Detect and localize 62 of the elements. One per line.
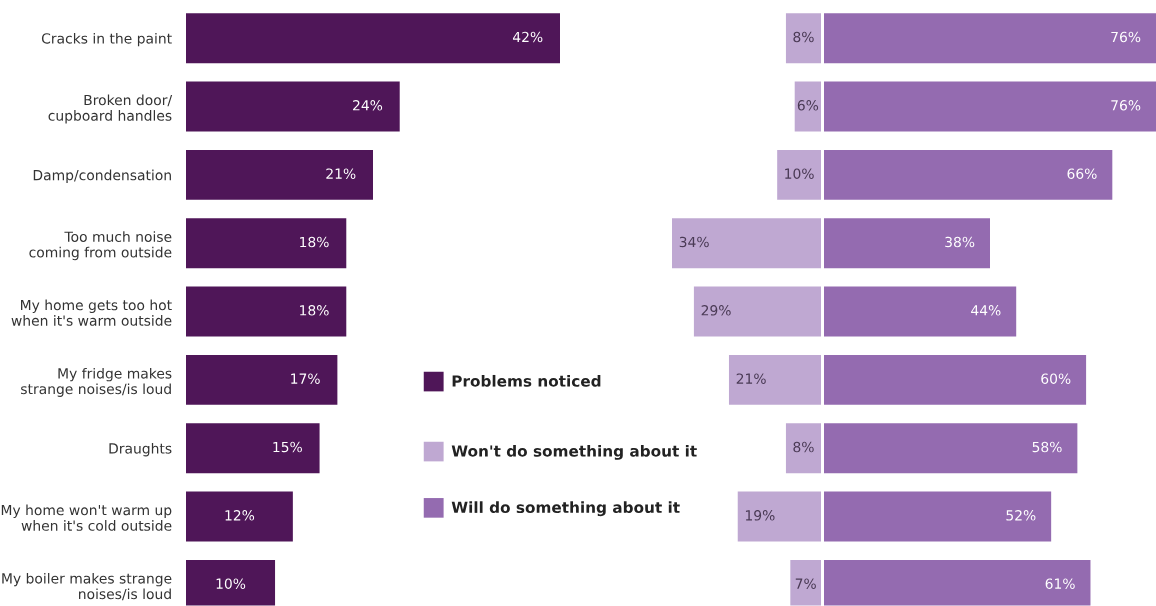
data-label: 18% (300, 305, 329, 316)
y-tick-label: My boiler makes strange noises/is loud (2, 572, 172, 601)
bar (737, 491, 821, 542)
data-label: 10% (216, 578, 246, 589)
data-label: 29% (701, 305, 731, 316)
bar (186, 423, 320, 474)
bar (824, 286, 1017, 337)
data-label: 76% (1111, 31, 1141, 43)
legend-label: Will do something about it (451, 501, 680, 517)
data-label: 76% (1111, 100, 1141, 111)
y-tick-label: Broken door/ cupboard handles (48, 94, 173, 124)
bar (186, 149, 373, 200)
data-label: 24% (353, 100, 383, 111)
data-label: 15% (273, 441, 302, 453)
y-tick-label: Too much noise coming from outside (29, 231, 172, 261)
data-label: 21% (326, 168, 356, 179)
data-label: 6% (797, 100, 819, 111)
bar (186, 286, 347, 337)
data-label: 44% (971, 305, 1001, 316)
data-label: 58% (1032, 441, 1062, 453)
data-label: 61% (1045, 578, 1075, 589)
y-tick-label: Damp/condensation (33, 169, 171, 184)
data-label: 10% (785, 168, 814, 179)
bar (728, 354, 821, 405)
data-label: 60% (1041, 373, 1071, 384)
data-label: 38% (945, 236, 975, 248)
data-label: 18% (300, 236, 329, 248)
bar (693, 286, 821, 337)
y-tick-label: My home won't warm up when it's cold outside (1, 504, 172, 531)
y-tick-label: My home gets too hot when it's warm outside (11, 299, 172, 326)
data-label: 42% (512, 31, 543, 43)
bar (824, 81, 1156, 132)
bar (824, 423, 1078, 474)
bar (824, 354, 1087, 405)
bar (785, 423, 821, 474)
y-tick-label: Cracks in the paint (41, 32, 172, 47)
data-label: 12% (225, 510, 255, 521)
data-label: 52% (1006, 510, 1036, 521)
data-label: 66% (1067, 168, 1097, 179)
bar (824, 13, 1156, 64)
y-tick-label: Draughts (109, 442, 172, 457)
bar (186, 218, 347, 269)
data-label: 8% (793, 31, 814, 43)
y-tick-label: My fridge makes strange noises/is loud (21, 367, 172, 397)
data-label: 19% (745, 510, 775, 521)
bar (785, 13, 821, 64)
bar (186, 81, 400, 132)
data-label: 34% (679, 236, 709, 248)
data-label: 21% (736, 373, 766, 384)
bar (824, 149, 1113, 200)
bar (824, 491, 1052, 542)
data-label: 8% (793, 441, 814, 453)
bar (186, 13, 560, 64)
legend-label: Won't do something about it (451, 444, 697, 460)
bar (824, 218, 990, 269)
data-label: 17% (291, 373, 320, 384)
bar (672, 218, 821, 269)
bar (186, 491, 293, 542)
legend-label: Problems noticed (452, 374, 601, 387)
data-label: 7% (795, 578, 816, 589)
bar (186, 354, 338, 405)
bar (777, 149, 821, 200)
